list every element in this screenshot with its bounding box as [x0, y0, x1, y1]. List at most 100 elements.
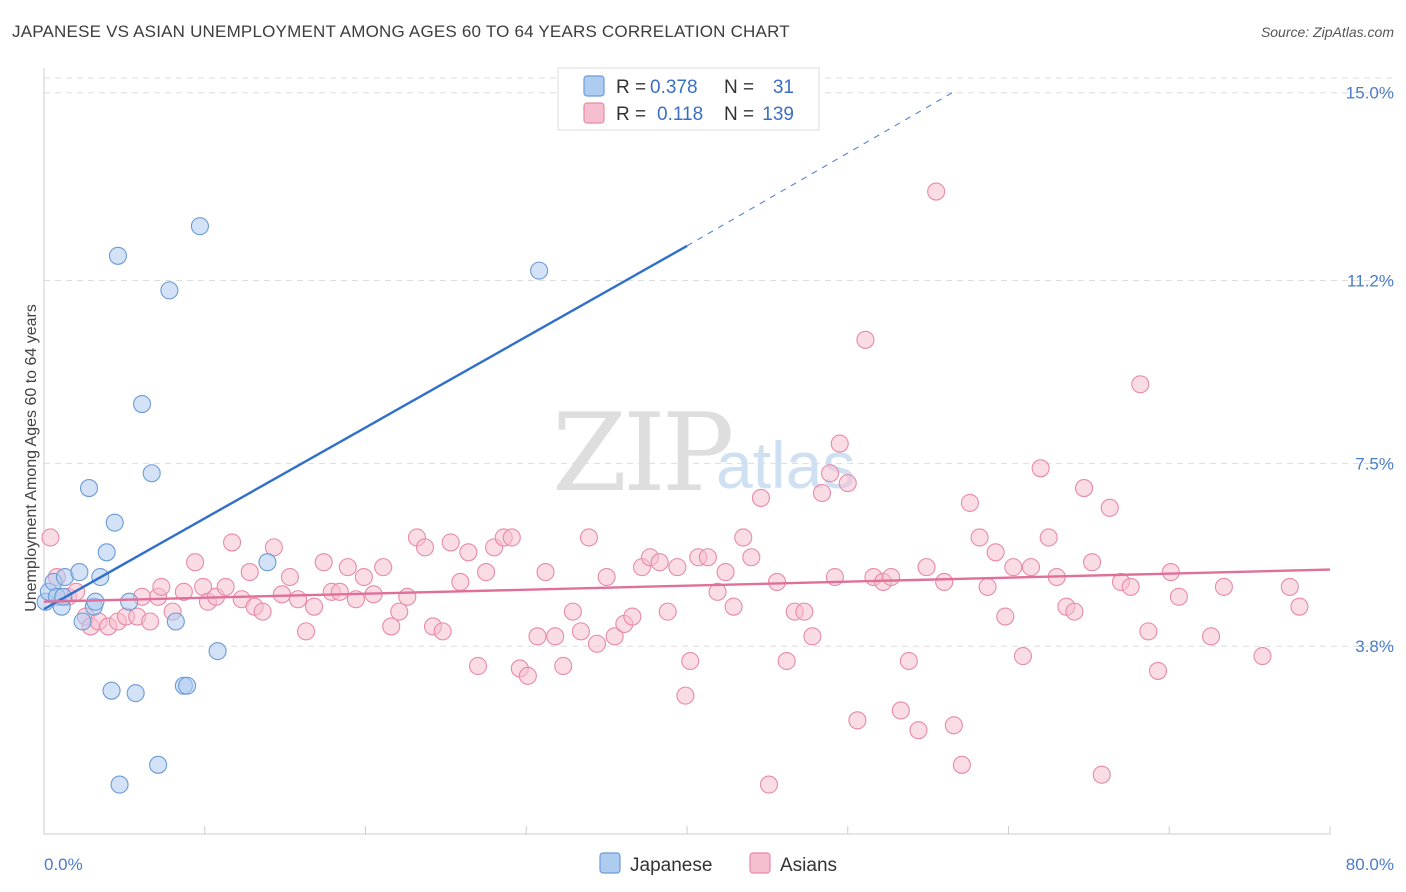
japanese-point	[108, 246, 127, 265]
asian-point	[528, 627, 547, 646]
asian-point	[952, 755, 971, 774]
asian-point	[216, 577, 235, 596]
asian-point	[1039, 528, 1058, 547]
asian-point	[1161, 563, 1180, 582]
bottom-legend-asian: Asians	[780, 855, 837, 876]
asian-point	[759, 775, 779, 794]
asian-point	[698, 548, 717, 567]
asian-point	[978, 577, 997, 596]
asian-point	[970, 528, 989, 547]
asian-point	[459, 543, 478, 562]
asian-point	[1075, 479, 1094, 498]
asian-point	[734, 528, 753, 547]
asian-point	[314, 553, 333, 572]
japanese-point	[530, 261, 549, 280]
asian-point	[917, 558, 936, 577]
asian-point	[856, 330, 875, 349]
asian-point	[724, 597, 743, 616]
asian-point	[390, 602, 409, 621]
asian-point	[821, 464, 840, 483]
asian-point	[1253, 647, 1272, 666]
asian-points	[41, 182, 1309, 794]
source-label: Source: ZipAtlas.com	[1260, 24, 1394, 40]
asian-point	[742, 548, 761, 567]
japanese-point	[149, 755, 168, 774]
asian-point	[986, 543, 1005, 562]
asian-point	[668, 558, 687, 577]
japanese-point	[160, 281, 179, 300]
japanese-point	[97, 543, 116, 562]
japanese-point	[110, 775, 129, 794]
asian-point	[623, 607, 642, 626]
asian-point	[1148, 661, 1168, 680]
y-tick-label: 3.8%	[1355, 637, 1394, 656]
japanese-point	[70, 563, 89, 582]
legend: R = 0.378 N = 31 R = 0.118 N = 139	[557, 67, 820, 131]
japanese-point	[120, 592, 139, 611]
asian-point	[658, 602, 677, 621]
asian-point	[305, 597, 324, 616]
y-tick-labels: 3.8% 7.5% 11.2% 15.0%	[1346, 84, 1394, 656]
watermark-zip: ZIP	[552, 391, 731, 516]
asian-point	[433, 622, 452, 641]
legend-n-label-asian: N =	[724, 104, 754, 125]
asian-point	[587, 634, 607, 653]
legend-r-value-asian: 0.118	[657, 104, 703, 125]
asian-point	[812, 483, 832, 503]
asian-point	[605, 627, 624, 646]
asian-point	[1031, 459, 1050, 478]
asian-point	[830, 434, 849, 453]
japanese-point	[102, 681, 121, 700]
asian-point	[554, 656, 573, 676]
asian-point	[571, 622, 590, 641]
japanese-point	[73, 612, 92, 631]
asian-point	[1121, 577, 1140, 596]
asian-point	[1004, 558, 1023, 577]
asian-point	[1201, 627, 1221, 646]
asian-point	[1013, 647, 1033, 666]
asian-point	[272, 585, 291, 604]
japanese-point	[105, 513, 124, 532]
legend-r-value-japanese: 0.378	[650, 77, 698, 98]
y-axis-label: Unemployment Among Ages 60 to 64 years	[23, 304, 40, 612]
legend-n-value-asian: 139	[762, 104, 794, 125]
asian-point	[1280, 577, 1299, 596]
asian-point	[280, 567, 299, 587]
bottom-legend: Japanese Asians	[599, 852, 837, 876]
y-tick-label: 11.2%	[1347, 272, 1394, 291]
asian-point	[1021, 558, 1041, 577]
y-tick-label: 7.5%	[1355, 454, 1394, 473]
japanese-point	[258, 553, 277, 572]
asian-point	[563, 602, 582, 621]
asian-point	[597, 567, 616, 587]
asian-point	[935, 572, 954, 592]
japanese-point	[178, 676, 197, 695]
asian-point	[374, 558, 393, 577]
asian-point	[451, 572, 470, 592]
asian-point	[795, 602, 814, 621]
asian-point	[579, 528, 598, 547]
asian-point	[1083, 553, 1102, 572]
asian-point	[240, 563, 259, 582]
asian-point	[681, 651, 700, 671]
asian-point	[441, 533, 460, 552]
bottom-legend-japanese: Japanese	[630, 855, 712, 876]
japanese-point	[79, 479, 99, 498]
asian-point	[944, 716, 963, 735]
asian-point	[253, 602, 272, 621]
asian-point	[468, 656, 488, 676]
asian-point	[848, 711, 867, 730]
asian-point	[502, 528, 521, 547]
asian-point	[1169, 587, 1188, 606]
asian-point	[174, 582, 193, 601]
asian-point	[927, 182, 946, 201]
x-tick-label-min: 0.0%	[44, 855, 83, 874]
asian-point	[1139, 622, 1158, 641]
japanese-point	[208, 642, 227, 661]
asian-point	[296, 622, 316, 641]
x-tick-marks	[43, 826, 1331, 834]
japanese-trend-line	[43, 244, 688, 611]
asian-point	[708, 582, 727, 601]
asian-point	[518, 666, 537, 685]
